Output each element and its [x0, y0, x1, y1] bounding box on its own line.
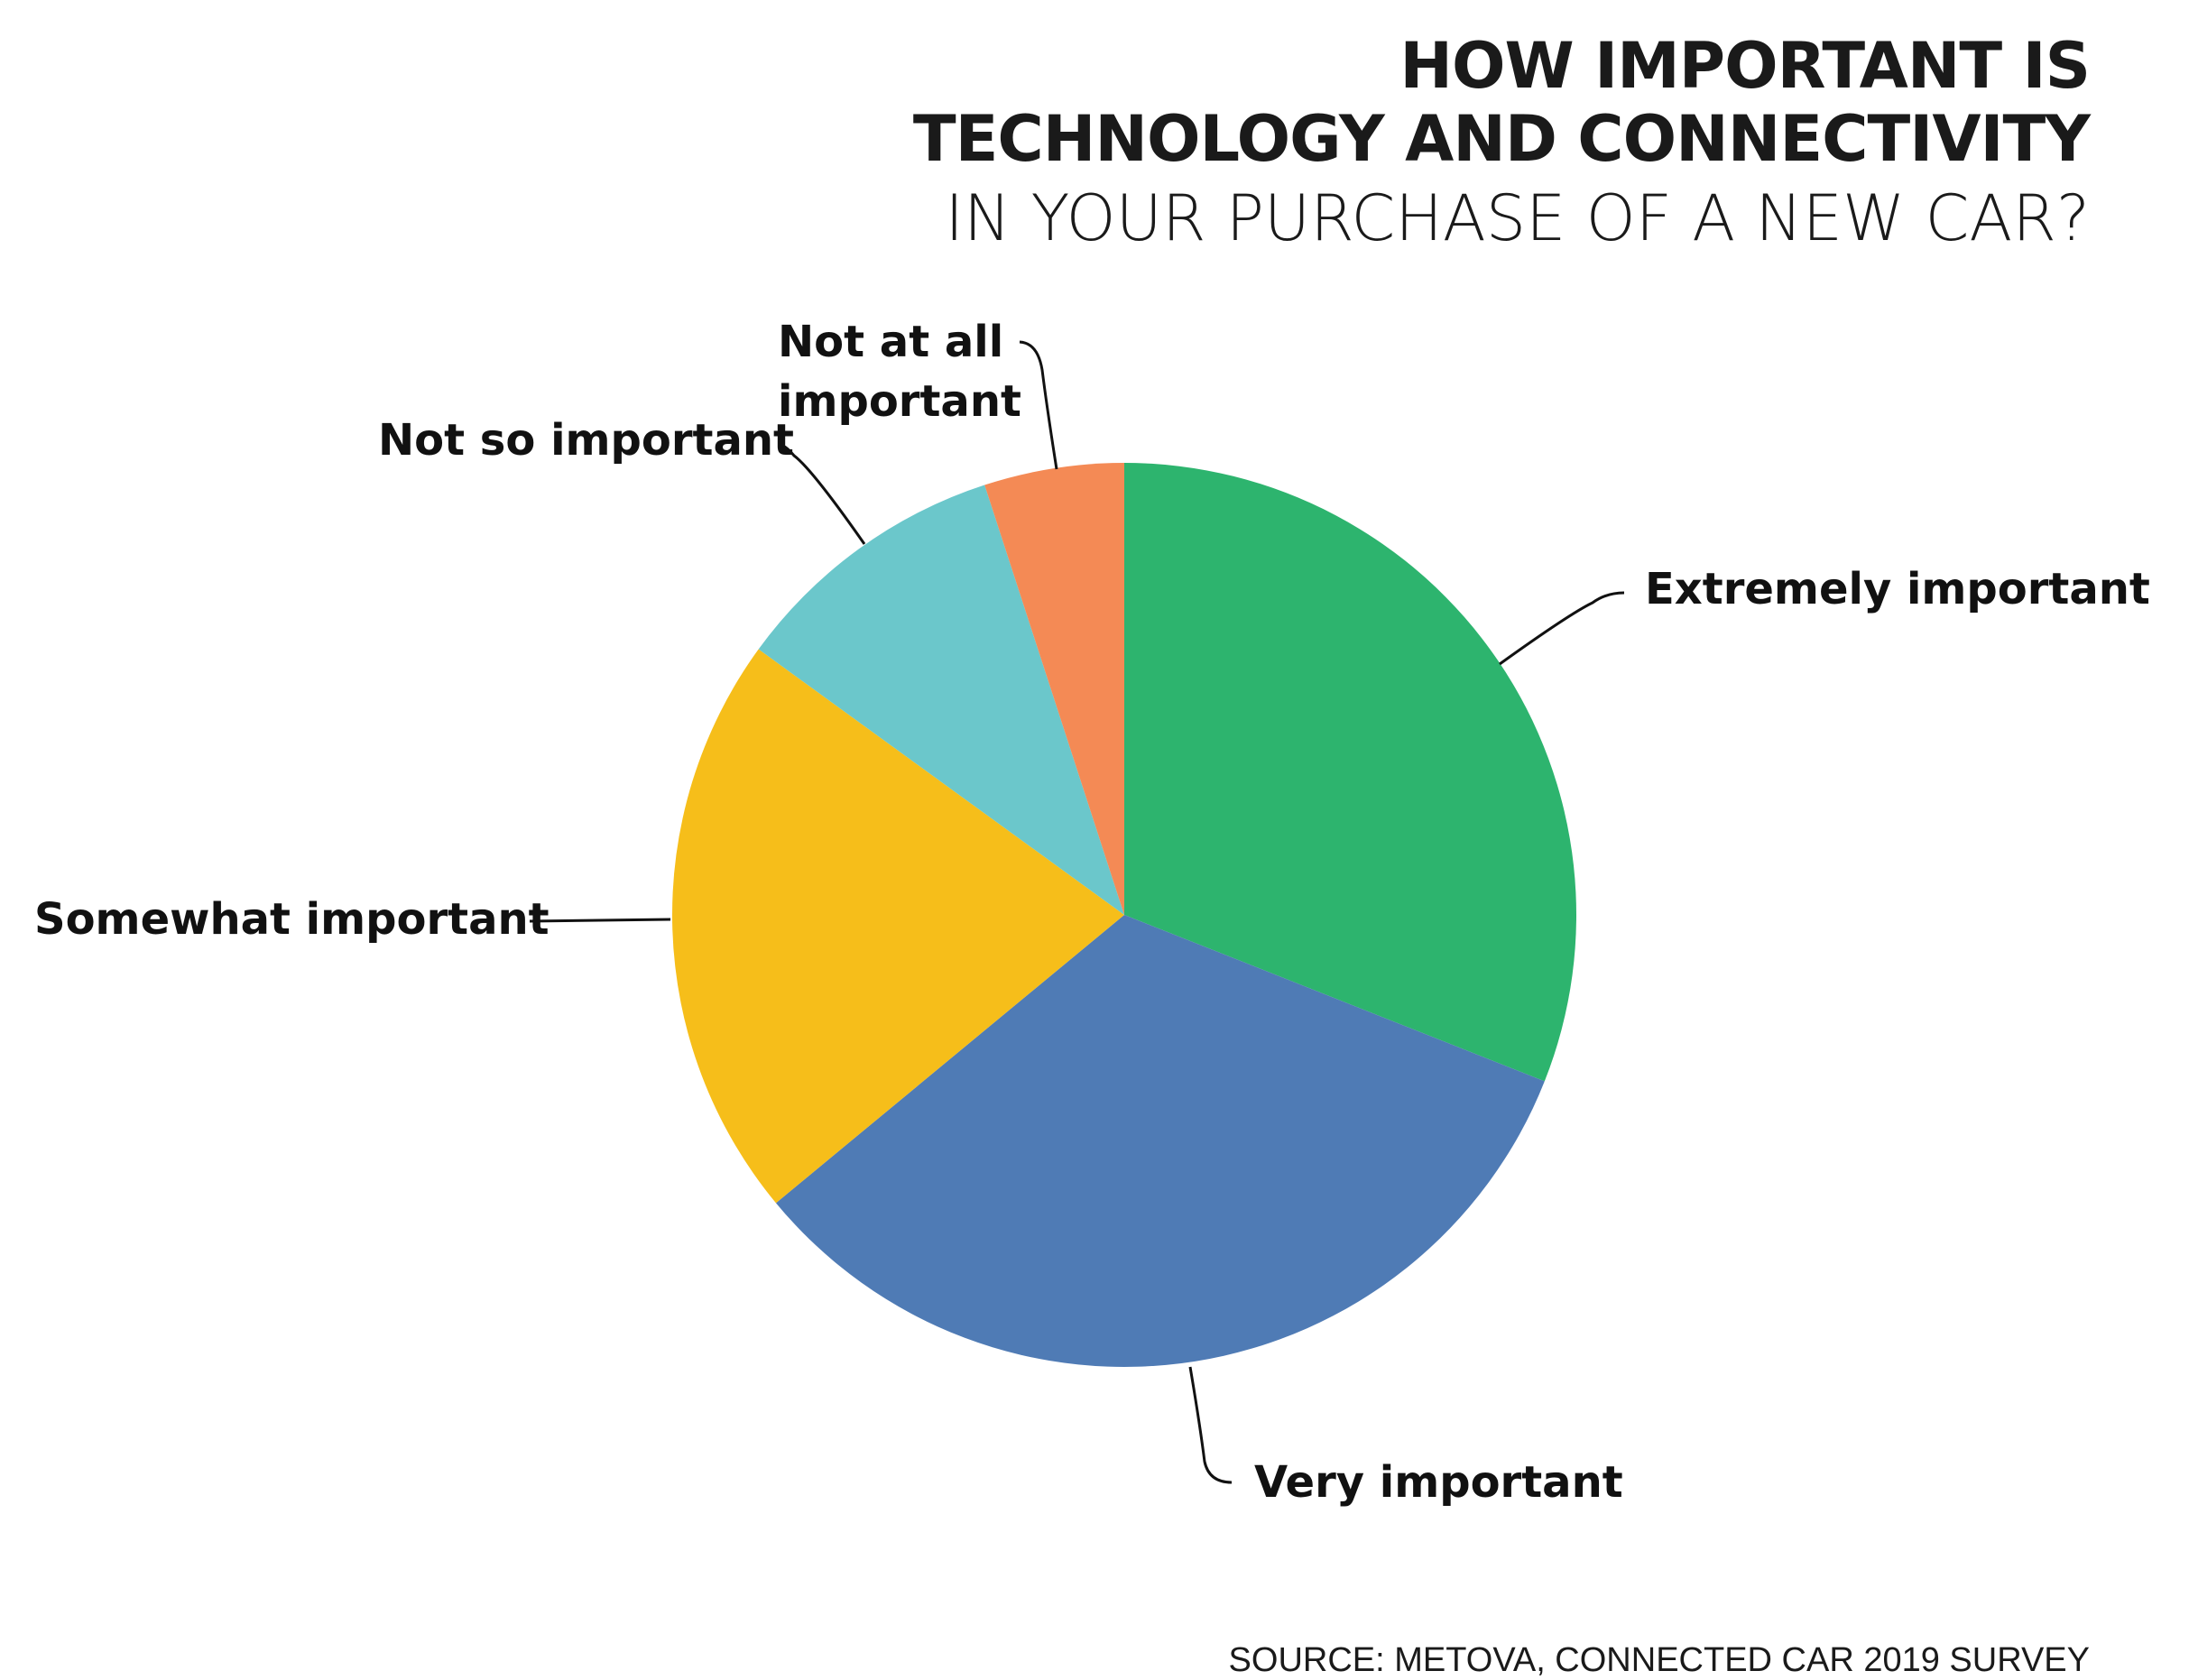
- leader-line: [1499, 591, 1625, 666]
- source-note: SOURCE: METOVA, CONNECTED CAR 2019 SURVE…: [1229, 1641, 2090, 1679]
- chart-title: TECHNOLOGY AND CONNECTIVITY: [913, 102, 2092, 176]
- leader-line: [1019, 340, 1058, 470]
- slice-label: Not at all important: [778, 317, 1021, 427]
- pie-slice: [1124, 463, 1576, 1082]
- pie-slice: [758, 485, 1124, 915]
- leader-line: [529, 918, 671, 923]
- slice-label: Very important: [1254, 1457, 1623, 1508]
- pie-slice: [672, 649, 1124, 1204]
- chart-title: HOW IMPORTANT IS: [1399, 29, 2090, 103]
- leader-line: [1188, 1366, 1233, 1484]
- slice-label: Extremely important: [1645, 564, 2150, 614]
- pie-slice: [984, 463, 1124, 915]
- leader-line: [779, 443, 866, 545]
- slice-label: Somewhat important: [34, 894, 550, 945]
- chart-subtitle: IN YOUR PURCHASE OF A NEW CAR?: [945, 181, 2090, 255]
- slice-label: Not so important: [378, 415, 794, 466]
- pie-slice: [775, 915, 1545, 1367]
